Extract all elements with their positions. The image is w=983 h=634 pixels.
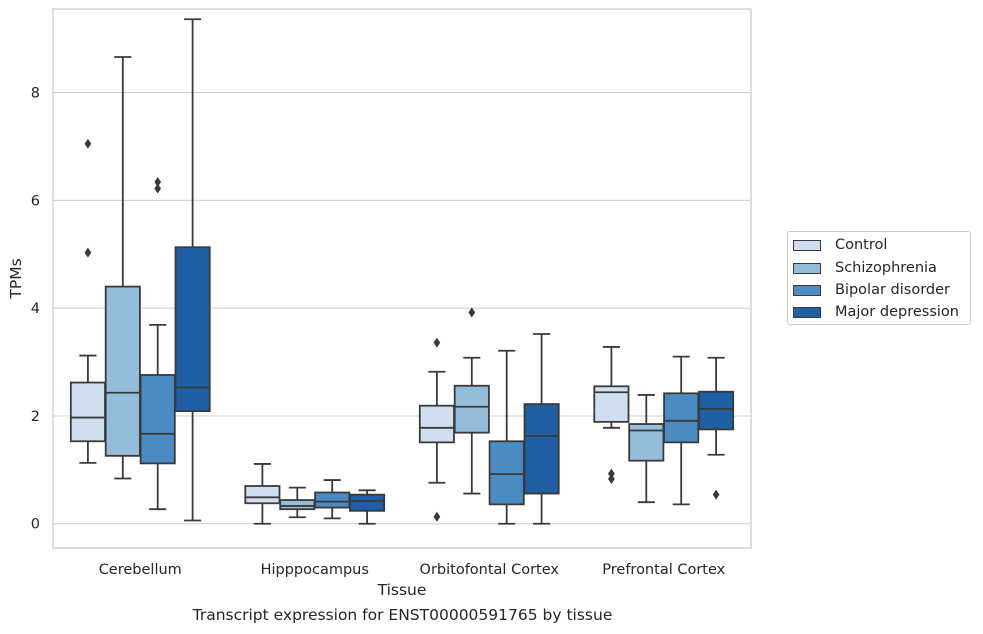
x-tick-label: Cerebellum <box>99 562 182 578</box>
box-control <box>69 381 106 443</box>
legend-swatch-depression <box>793 306 821 318</box>
legend-swatch-control <box>793 239 821 251</box>
box-bipolar-disorder <box>314 491 351 509</box>
box-schizophrenia <box>628 423 665 462</box>
box-schizophrenia <box>453 384 490 434</box>
legend-label-control: Control <box>835 237 888 253</box>
y-tick-label: 0 <box>31 517 40 533</box>
x-tick-label: Hipppocampus <box>261 562 369 578</box>
y-axis-title: TPMs <box>7 258 25 299</box>
y-tick-label: 6 <box>31 193 40 209</box>
y-tick-label: 4 <box>31 301 40 317</box>
outlier-point <box>468 307 476 318</box>
legend-label-bipolar: Bipolar disorder <box>835 282 950 298</box>
box-bipolar-disorder <box>139 374 176 465</box>
x-axis-title: Tissue <box>377 581 427 599</box>
plot-frame <box>52 8 752 549</box>
box-major-depression <box>349 493 386 512</box>
chart-caption: Transcript expression for ENST0000059176… <box>192 606 613 624</box>
box-major-depression <box>698 390 735 431</box>
legend-swatch-bipolar <box>793 284 821 296</box>
outlier-point <box>608 473 615 485</box>
legend-label-depression: Major depression <box>835 304 959 320</box>
y-tick-label: 8 <box>31 86 40 102</box>
outlier-point <box>154 183 162 194</box>
outlier-point <box>712 489 720 500</box>
box-control <box>244 485 281 505</box>
legend-item-depression: Major depression <box>793 302 959 322</box>
box-schizophrenia <box>279 499 316 511</box>
y-tick-label: 2 <box>31 409 40 425</box>
outlier-point <box>608 468 615 479</box>
box-control <box>418 404 455 444</box>
legend: Control Schizophrenia Bipolar disorder M… <box>787 231 971 325</box>
outlier-point <box>433 337 441 348</box>
box-major-depression <box>174 246 211 412</box>
box-schizophrenia <box>104 285 141 457</box>
box-major-depression <box>523 403 560 495</box>
legend-item-bipolar: Bipolar disorder <box>793 280 950 300</box>
box-bipolar-disorder <box>488 440 525 506</box>
x-tick-label: Orbitofontal Cortex <box>420 562 560 578</box>
x-tick-label: Prefrontal Cortex <box>602 562 725 578</box>
outlier-point <box>84 138 92 149</box>
outlier-point <box>154 176 162 188</box>
box-bipolar-disorder <box>663 392 700 444</box>
legend-swatch-schizophrenia <box>793 262 821 274</box>
outlier-point <box>433 511 441 522</box>
legend-item-control: Control <box>793 235 887 255</box>
legend-item-schizophrenia: Schizophrenia <box>793 258 937 278</box>
outlier-point <box>84 247 92 258</box>
legend-label-schizophrenia: Schizophrenia <box>835 260 937 276</box>
